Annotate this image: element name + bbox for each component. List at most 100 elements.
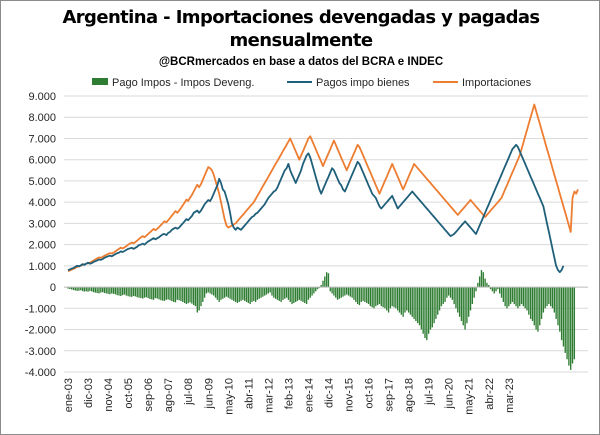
- bar: [251, 287, 253, 302]
- bar: [207, 287, 209, 293]
- bar: [76, 287, 78, 291]
- x-tick-label: may-21: [464, 378, 476, 415]
- bar: [433, 287, 435, 324]
- bar: [373, 287, 375, 309]
- bar: [504, 287, 506, 307]
- bar: [285, 287, 288, 298]
- bar: [386, 287, 388, 311]
- bar: [151, 287, 153, 300]
- bar: [482, 272, 484, 288]
- bar: [311, 287, 313, 296]
- bar: [211, 287, 213, 295]
- bar: [333, 287, 335, 296]
- bar: [506, 287, 508, 309]
- bar: [118, 287, 120, 296]
- bar: [143, 287, 146, 298]
- y-tick-label: 9.000: [28, 91, 56, 103]
- bar: [273, 287, 275, 298]
- bar: [520, 287, 523, 305]
- bar: [375, 287, 377, 307]
- bar: [376, 287, 379, 306]
- bar: [284, 287, 286, 299]
- bar: [471, 287, 474, 305]
- bar: [535, 287, 537, 330]
- bar: [183, 287, 186, 303]
- bar: [125, 287, 127, 296]
- bar: [446, 287, 448, 298]
- bar: [477, 282, 479, 288]
- bar: [440, 287, 443, 307]
- bar: [132, 287, 135, 296]
- bar: [174, 287, 177, 303]
- bar: [562, 287, 565, 347]
- bar: [508, 287, 510, 307]
- bar: [70, 287, 73, 290]
- bar: [480, 270, 483, 288]
- bar: [395, 287, 397, 309]
- bar: [435, 287, 437, 319]
- bar: [111, 287, 113, 294]
- bar: [154, 287, 157, 299]
- bar: [80, 287, 82, 291]
- bar: [213, 287, 215, 296]
- bar: [100, 287, 102, 293]
- bar: [258, 287, 260, 299]
- bar: [331, 287, 333, 294]
- bar: [420, 287, 423, 330]
- bar: [202, 287, 204, 302]
- bar: [325, 272, 328, 288]
- x-tick-label: mar-23: [504, 378, 516, 413]
- bar: [468, 287, 470, 317]
- bar: [296, 287, 299, 301]
- bar: [123, 287, 126, 295]
- bar: [398, 287, 401, 313]
- bar: [216, 287, 219, 300]
- bar: [409, 287, 412, 315]
- bar: [502, 287, 505, 302]
- bar: [147, 287, 149, 299]
- bar: [287, 287, 290, 300]
- bar: [570, 287, 572, 370]
- bar: [442, 287, 444, 305]
- bar: [304, 287, 306, 303]
- bar: [449, 287, 452, 298]
- bar: [218, 287, 220, 302]
- bar: [340, 287, 342, 298]
- bar: [358, 287, 361, 306]
- bar: [120, 287, 122, 296]
- legend-label-pagos: Pagos impo bienes: [316, 77, 410, 89]
- bar: [198, 287, 200, 311]
- bar: [411, 287, 413, 317]
- bar: [260, 287, 262, 298]
- bar: [280, 287, 282, 302]
- bar: [415, 287, 417, 322]
- bar: [305, 287, 308, 305]
- bar: [371, 287, 373, 308]
- bar: [185, 287, 188, 305]
- bar: [491, 287, 494, 292]
- bar: [466, 287, 468, 324]
- bar: [573, 287, 576, 360]
- bar: [406, 287, 408, 311]
- bar: [382, 287, 384, 308]
- bar: [169, 287, 171, 301]
- bar: [402, 287, 404, 317]
- bar: [327, 273, 330, 288]
- bar: [475, 287, 477, 292]
- bar: [89, 287, 91, 291]
- bar: [426, 287, 428, 341]
- bar: [438, 287, 441, 311]
- bar: [531, 287, 534, 322]
- x-tick-label: jun-20: [444, 378, 456, 410]
- bar: [222, 287, 224, 299]
- bar: [196, 287, 199, 313]
- x-tick-label: abr-11: [243, 378, 255, 409]
- bar: [176, 287, 178, 300]
- bar: [238, 287, 240, 302]
- x-tick-label: ago-07: [163, 378, 175, 412]
- bar: [542, 287, 545, 313]
- bar: [417, 287, 419, 324]
- bar: [486, 282, 488, 288]
- bar: [462, 287, 464, 326]
